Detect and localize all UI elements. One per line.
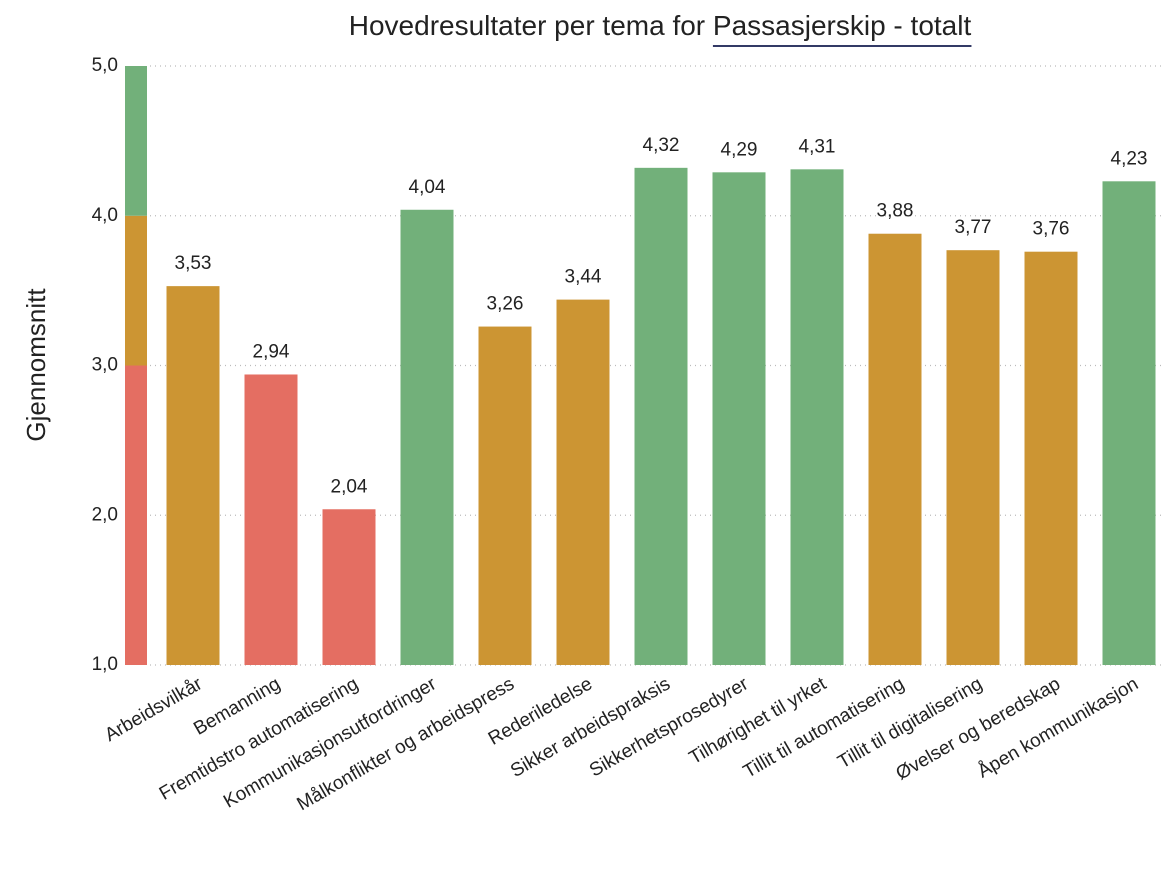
filter-selector[interactable]: Passasjerskip - totalt bbox=[713, 10, 972, 41]
data-label: 2,04 bbox=[331, 476, 368, 497]
chart-title: Hovedresultater per tema for Passasjersk… bbox=[349, 10, 972, 41]
data-label: 3,26 bbox=[487, 294, 524, 315]
y-tick-label: 5,0 bbox=[92, 55, 118, 76]
bar bbox=[946, 250, 1000, 665]
bar bbox=[1102, 181, 1156, 665]
data-label: 3,53 bbox=[175, 253, 212, 274]
bar bbox=[166, 286, 220, 665]
bar bbox=[322, 509, 376, 665]
data-label: 3,44 bbox=[565, 267, 602, 288]
x-tick-label: Arbeidsvilkår bbox=[101, 673, 206, 746]
title-text: Hovedresultater per tema for bbox=[349, 10, 705, 41]
bar bbox=[712, 172, 766, 665]
bar bbox=[634, 167, 688, 665]
y-tick-label: 3,0 bbox=[92, 355, 118, 376]
bar bbox=[1024, 251, 1078, 665]
y-tick-label: 2,0 bbox=[92, 504, 118, 525]
bar bbox=[556, 299, 610, 665]
data-label: 4,04 bbox=[409, 177, 446, 198]
data-label: 2,94 bbox=[253, 342, 290, 363]
bar bbox=[790, 169, 844, 665]
data-label: 4,32 bbox=[643, 135, 680, 156]
data-label: 3,77 bbox=[955, 217, 992, 238]
data-label: 3,76 bbox=[1033, 219, 1070, 240]
bar bbox=[400, 209, 454, 665]
y-axis-label: Gjennomsnitt bbox=[21, 288, 51, 442]
data-label: 4,23 bbox=[1111, 148, 1148, 169]
data-label: 4,31 bbox=[799, 136, 836, 157]
color-band bbox=[125, 215, 147, 366]
y-tick-label: 1,0 bbox=[92, 654, 118, 675]
color-band bbox=[125, 365, 147, 665]
data-label: 3,88 bbox=[877, 201, 914, 222]
color-band bbox=[125, 66, 147, 216]
bar bbox=[478, 326, 532, 665]
data-label: 4,29 bbox=[721, 139, 758, 160]
bar bbox=[868, 233, 922, 665]
bar bbox=[244, 374, 298, 665]
y-tick-label: 4,0 bbox=[92, 205, 118, 226]
